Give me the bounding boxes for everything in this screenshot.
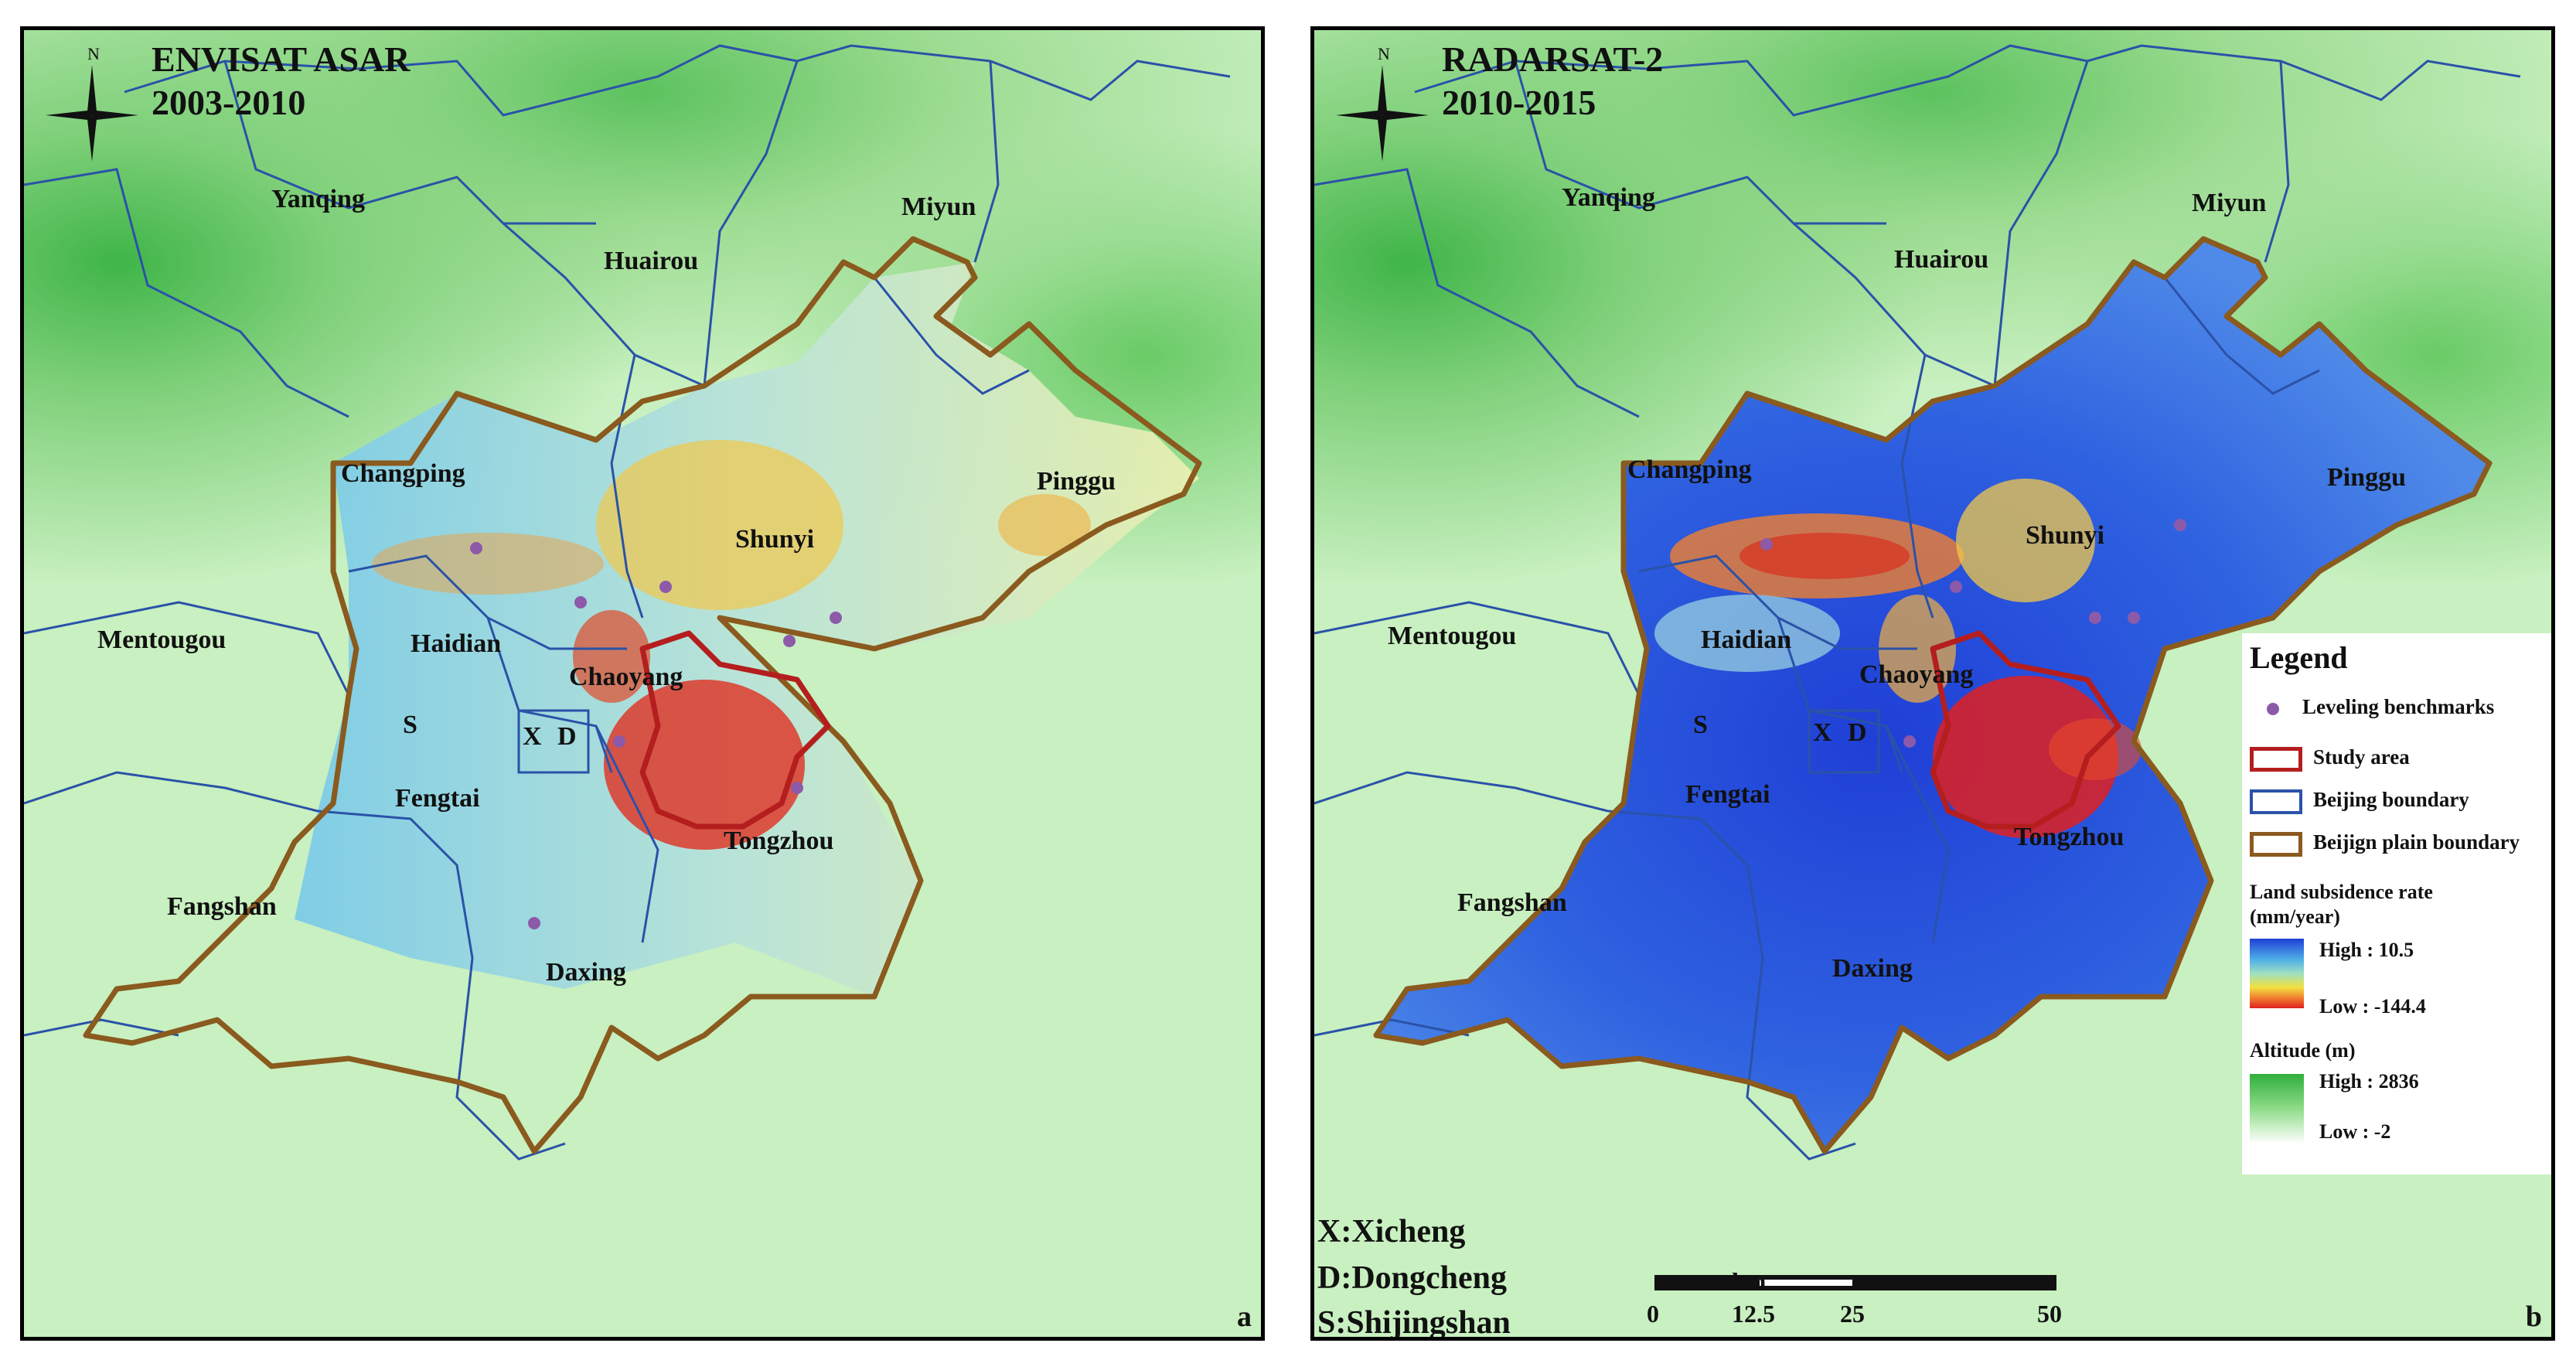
abbr-xicheng: X:Xicheng: [1317, 1214, 1466, 1249]
panel-title-a-line2: 2003-2010: [152, 83, 306, 122]
legend-title: Legend: [2250, 640, 2348, 675]
beijing-boundary-a: [24, 44, 1231, 1161]
subsidence-hotspot-b7: [1654, 595, 1840, 672]
legend-subsidence-low: Low : -144.4: [2319, 995, 2426, 1018]
north-arrow-icon-b: N: [1336, 46, 1429, 162]
subsidence-hotspot-a1: [596, 440, 843, 610]
label-miyun-b: Miyun: [2192, 189, 2267, 217]
legend-subsidence-title-1: Land subsidence rate: [2250, 881, 2433, 903]
subsidence-hotspot-b2: [1739, 533, 1910, 579]
label-daxing-a: Daxing: [546, 958, 626, 987]
legend-subsidence-high: High : 10.5: [2319, 939, 2414, 961]
label-changping-b: Changping: [1627, 455, 1752, 484]
label-x-b: X: [1813, 718, 1832, 747]
study-area-a: [639, 630, 831, 830]
north-arrow-icon-a: N: [46, 46, 138, 162]
label-fengtai-b: Fengtai: [1685, 780, 1770, 809]
label-miyun-a: Miyun: [901, 193, 976, 221]
scale-tick-12-5: 12.5: [1732, 1300, 1775, 1328]
label-yanqing-b: Yanqing: [1562, 183, 1655, 212]
svg-text:N: N: [1378, 46, 1390, 63]
map-canvas-a: [24, 44, 1231, 1161]
panel-letter-a: a: [1237, 1301, 1252, 1333]
altitude-color-ramp: [2250, 1074, 2304, 1144]
label-x-a: X: [523, 722, 542, 751]
study-area-b: [1930, 630, 2121, 830]
legend-benchmarks-label: Leveling benchmarks: [2302, 695, 2495, 718]
plain-boundary-a: [83, 236, 1202, 1154]
map-canvas-b: [1314, 44, 2521, 1161]
label-haidian-b: Haidian: [1701, 626, 1792, 654]
legend-beijing-boundary-label: Beijing boundary: [2313, 788, 2469, 811]
legend-plain-boundary-row: Beijign plain boundary: [2250, 830, 2520, 857]
scale-bar: [1654, 1275, 2056, 1290]
legend-subsidence-title-2: (mm/year): [2250, 905, 2340, 928]
subsidence-raster-a: [295, 262, 1199, 997]
beijing-boundary-b: [1314, 44, 2521, 1161]
label-shunyi-b: Shunyi: [2026, 521, 2105, 550]
scale-tick-0: 0: [1647, 1300, 1659, 1328]
legend-study-area-row: Study area: [2250, 745, 2410, 772]
legend-altitude-title: Altitude (m): [2250, 1039, 2356, 1062]
beijing-boundary-swatch-icon: [2250, 789, 2302, 814]
label-s-b: S: [1693, 711, 1708, 739]
subsidence-hotspot-a4: [372, 533, 604, 595]
benchmarks-a: [470, 542, 842, 929]
label-changping-a: Changping: [341, 459, 465, 488]
label-s-a: S: [403, 711, 417, 739]
legend-benchmarks-row: Leveling benchmarks: [2250, 695, 2494, 719]
abbr-shijingshan: S:Shijingshan: [1317, 1305, 1511, 1341]
legend-altitude-low: Low : -2: [2319, 1120, 2391, 1143]
panel-letter-b: b: [2525, 1301, 2542, 1333]
label-yanqing-a: Yanqing: [271, 185, 365, 213]
legend-plain-boundary-label: Beijign plain boundary: [2313, 830, 2520, 854]
label-pinggu-a: Pinggu: [1037, 467, 1116, 496]
label-mentougou-b: Mentougou: [1388, 622, 1517, 650]
label-tongzhou-b: Tongzhou: [2014, 823, 2125, 851]
label-fangshan-b: Fangshan: [1457, 888, 1567, 917]
label-d-b: D: [1848, 718, 1867, 747]
panel-title-b-line1: RADARSAT-2: [1442, 39, 1664, 79]
label-fangshan-a: Fangshan: [167, 892, 277, 921]
label-d-a: D: [557, 722, 577, 751]
scale-tick-25: 25: [1840, 1300, 1865, 1328]
subsidence-hotspot-a5: [998, 494, 1091, 556]
label-huairou-b: Huairou: [1894, 245, 1989, 274]
map-panel-a: N ENVISAT ASAR 2003-2010 Yanqing Huairou…: [20, 26, 1265, 1341]
label-tongzhou-a: Tongzhou: [724, 827, 834, 855]
label-shunyi-a: Shunyi: [735, 525, 815, 554]
scale-tick-50: 50: [2037, 1300, 2062, 1328]
label-chaoyang-b: Chaoyang: [1859, 660, 1974, 689]
panel-title-a-line1: ENVISAT ASAR: [152, 39, 411, 79]
label-fengtai-a: Fengtai: [395, 784, 480, 813]
plain-boundary-swatch-icon: [2250, 831, 2302, 857]
legend-study-area-label: Study area: [2313, 745, 2410, 769]
subsidence-hotspot-a3: [573, 610, 650, 703]
xicheng-dongcheng-box-b: [1808, 709, 1880, 774]
benchmarks-b: [1760, 519, 2186, 748]
plain-boundary-b: [1373, 236, 2493, 1154]
svg-text:N: N: [87, 46, 100, 63]
panel-title-b-line2: 2010-2015: [1442, 83, 1596, 122]
subsidence-hotspot-b3: [1956, 479, 2095, 602]
scale-unit: km: [1732, 1267, 1767, 1295]
label-mentougou-a: Mentougou: [97, 626, 227, 654]
label-haidian-a: Haidian: [411, 629, 502, 658]
map-panel-b: N RADARSAT-2 2010-2015 Yanqing Huairou M…: [1310, 26, 2555, 1341]
label-huairou-a: Huairou: [604, 247, 699, 275]
label-daxing-b: Daxing: [1832, 954, 1913, 983]
label-pinggu-b: Pinggu: [2327, 463, 2407, 492]
benchmark-dot-icon: [2267, 702, 2279, 715]
legend-altitude-high: High : 2836: [2319, 1070, 2419, 1093]
label-chaoyang-a: Chaoyang: [569, 663, 683, 691]
subsidence-color-ramp: [2250, 939, 2304, 1008]
legend-beijing-boundary-row: Beijing boundary: [2250, 788, 2469, 814]
map-legend: Legend Leveling benchmarks Study area Be…: [2242, 633, 2551, 1174]
xicheng-dongcheng-box-a: [517, 709, 590, 774]
abbr-dongcheng: D:Dongcheng: [1317, 1260, 1508, 1296]
study-area-swatch-icon: [2250, 746, 2302, 772]
